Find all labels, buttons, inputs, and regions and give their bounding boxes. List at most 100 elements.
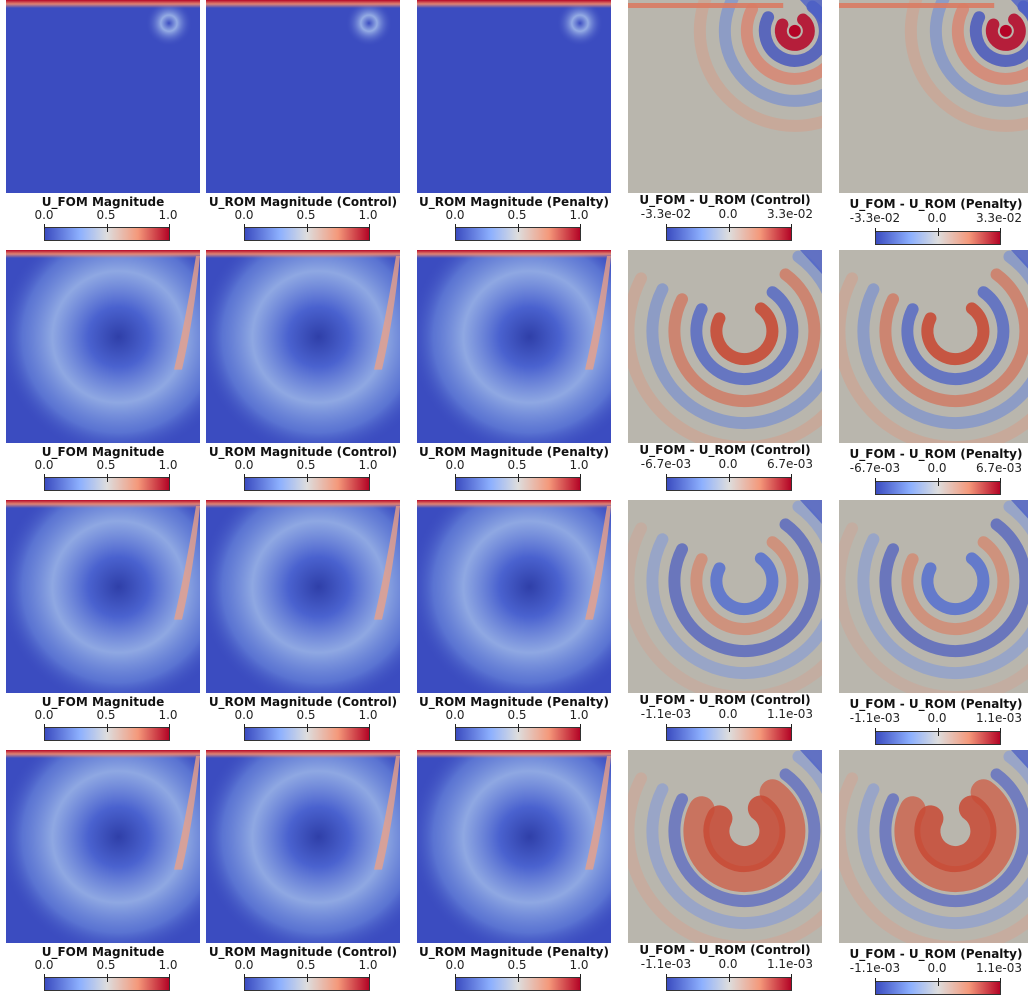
colorbar-min-label: 0.0 (234, 458, 254, 472)
colorbar (44, 224, 170, 241)
colorbar-tick-mark (169, 224, 170, 229)
colorbar-max-label: 1.1e-03 (975, 961, 1023, 975)
velocity-magnitude-field (417, 250, 611, 443)
colorbar-tick-mark (307, 724, 308, 732)
colorbar-tick-mark (518, 724, 519, 732)
velocity-difference-field (839, 0, 1028, 193)
colorbar-tick-mark (938, 728, 939, 736)
colorbar-mid-label: 0.5 (507, 458, 527, 472)
colorbar-mid-label: 0.0 (718, 707, 738, 721)
colorbar-mid-label: 0.5 (296, 958, 316, 972)
colorbar-mid-label: 0.5 (507, 208, 527, 222)
colorbar-tick-mark (1000, 478, 1001, 483)
colorbar-min-label: -1.1e-03 (849, 711, 901, 725)
colorbar-min-label: -1.1e-03 (640, 957, 692, 971)
colorbar-mid-label: 0.0 (718, 457, 738, 471)
colorbar (44, 974, 170, 991)
colorbar-tick-mark (791, 474, 792, 479)
colorbar-tick-mark (169, 724, 170, 729)
colorbar-tick-labels: -6.7e-03 0.0 6.7e-03 (850, 461, 1022, 475)
panel-title: U_FOM - U_ROM (Control) (639, 693, 811, 707)
colorbar-mid-label: 0.5 (96, 458, 116, 472)
colorbar-mid-label: 0.5 (96, 708, 116, 722)
velocity-magnitude-field (417, 500, 611, 693)
colorbar-tick-labels: -3.3e-02 0.0 3.3e-02 (641, 207, 813, 221)
colorbar (44, 474, 170, 491)
colorbar-tick-mark (938, 978, 939, 986)
colorbar-tick-labels: 0.0 0.5 1.0 (34, 708, 177, 722)
colorbar-min-label: 0.0 (34, 958, 54, 972)
panel-title: U_ROM Magnitude (Control) (208, 695, 398, 709)
colorbar-tick-mark (107, 224, 108, 232)
colorbar-min-label: 0.0 (445, 208, 465, 222)
colorbar-tick-labels: -1.1e-03 0.0 1.1e-03 (641, 707, 813, 721)
colorbar-max-label: 6.7e-03 (975, 461, 1023, 475)
velocity-difference-field (628, 750, 822, 943)
colorbar (875, 978, 1001, 995)
colorbar-mid-label: 0.5 (507, 958, 527, 972)
colorbar-tick-mark (518, 974, 519, 982)
panel-r2-c4: U_FOM - U_ROM (Control) -6.7e-03 0.0 6.7e-0… (628, 250, 822, 500)
colorbar-max-label: 1.0 (569, 208, 589, 222)
colorbar-max-label: 1.0 (158, 958, 178, 972)
colorbar-tick-mark (455, 974, 456, 979)
panel-r3-c1: U_FOM Magnitude 0.0 0.5 1.0 (6, 500, 200, 750)
colorbar-tick-mark (369, 974, 370, 979)
colorbar (244, 724, 370, 741)
colorbar-min-label: -3.3e-02 (640, 207, 692, 221)
colorbar-tick-mark (791, 724, 792, 729)
colorbar-tick-mark (875, 228, 876, 233)
colorbar-tick-mark (729, 474, 730, 482)
colorbar-tick-labels: 0.0 0.5 1.0 (445, 458, 588, 472)
colorbar-tick-mark (666, 974, 667, 979)
colorbar-tick-mark (44, 224, 45, 229)
colorbar-max-label: 1.0 (358, 208, 378, 222)
panel-title: U_FOM - U_ROM (Control) (639, 443, 811, 457)
colorbar-max-label: 3.3e-02 (975, 211, 1023, 225)
colorbar-min-label: 0.0 (445, 708, 465, 722)
colorbar-tick-mark (169, 474, 170, 479)
colorbar-min-label: -6.7e-03 (849, 461, 901, 475)
panel-title: U_ROM Magnitude (Penalty) (419, 695, 609, 709)
velocity-difference-field (839, 250, 1028, 443)
panel-title: U_ROM Magnitude (Penalty) (419, 445, 609, 459)
colorbar (244, 224, 370, 241)
colorbar-tick-mark (307, 224, 308, 232)
colorbar-tick-mark (455, 724, 456, 729)
colorbar-mid-label: 0.0 (927, 211, 947, 225)
colorbar-tick-mark (938, 478, 939, 486)
panel-title: U_FOM Magnitude (41, 695, 165, 709)
colorbar-tick-mark (107, 974, 108, 982)
panel-r4-c1: U_FOM Magnitude 0.0 0.5 1.0 (6, 750, 200, 1000)
panel-r1-c3: U_ROM Magnitude (Penalty) 0.0 0.5 1.0 (417, 0, 611, 250)
colorbar-min-label: 0.0 (234, 208, 254, 222)
panel-title: U_ROM Magnitude (Penalty) (419, 195, 609, 209)
colorbar-max-label: 1.0 (569, 458, 589, 472)
velocity-difference-field (839, 750, 1028, 943)
colorbar-tick-labels: 0.0 0.5 1.0 (234, 958, 377, 972)
colorbar-max-label: 1.0 (358, 958, 378, 972)
colorbar-tick-labels: 0.0 0.5 1.0 (445, 708, 588, 722)
colorbar-tick-labels: 0.0 0.5 1.0 (34, 458, 177, 472)
panel-r4-c2: U_ROM Magnitude (Control) 0.0 0.5 1.0 (206, 750, 400, 1000)
colorbar-max-label: 1.0 (158, 708, 178, 722)
velocity-magnitude-field (417, 0, 611, 193)
colorbar-tick-labels: -1.1e-03 0.0 1.1e-03 (850, 711, 1022, 725)
colorbar-tick-mark (307, 974, 308, 982)
panel-title: U_FOM - U_ROM (Penalty) (849, 197, 1023, 211)
colorbar-tick-labels: 0.0 0.5 1.0 (234, 208, 377, 222)
panel-r4-c5: U_FOM - U_ROM (Penalty) -1.1e-03 0.0 1.1e-0… (839, 750, 1028, 1000)
colorbar-mid-label: 0.0 (718, 957, 738, 971)
colorbar-tick-labels: 0.0 0.5 1.0 (445, 958, 588, 972)
colorbar-tick-mark (580, 724, 581, 729)
colorbar-min-label: -3.3e-02 (849, 211, 901, 225)
colorbar-tick-mark (244, 474, 245, 479)
colorbar-mid-label: 0.0 (927, 961, 947, 975)
colorbar (455, 224, 581, 241)
colorbar-mid-label: 0.5 (296, 708, 316, 722)
colorbar-tick-mark (729, 974, 730, 982)
colorbar-tick-labels: -1.1e-03 0.0 1.1e-03 (641, 957, 813, 971)
colorbar-tick-mark (729, 224, 730, 232)
colorbar-mid-label: 0.0 (927, 711, 947, 725)
colorbar-tick-mark (44, 474, 45, 479)
